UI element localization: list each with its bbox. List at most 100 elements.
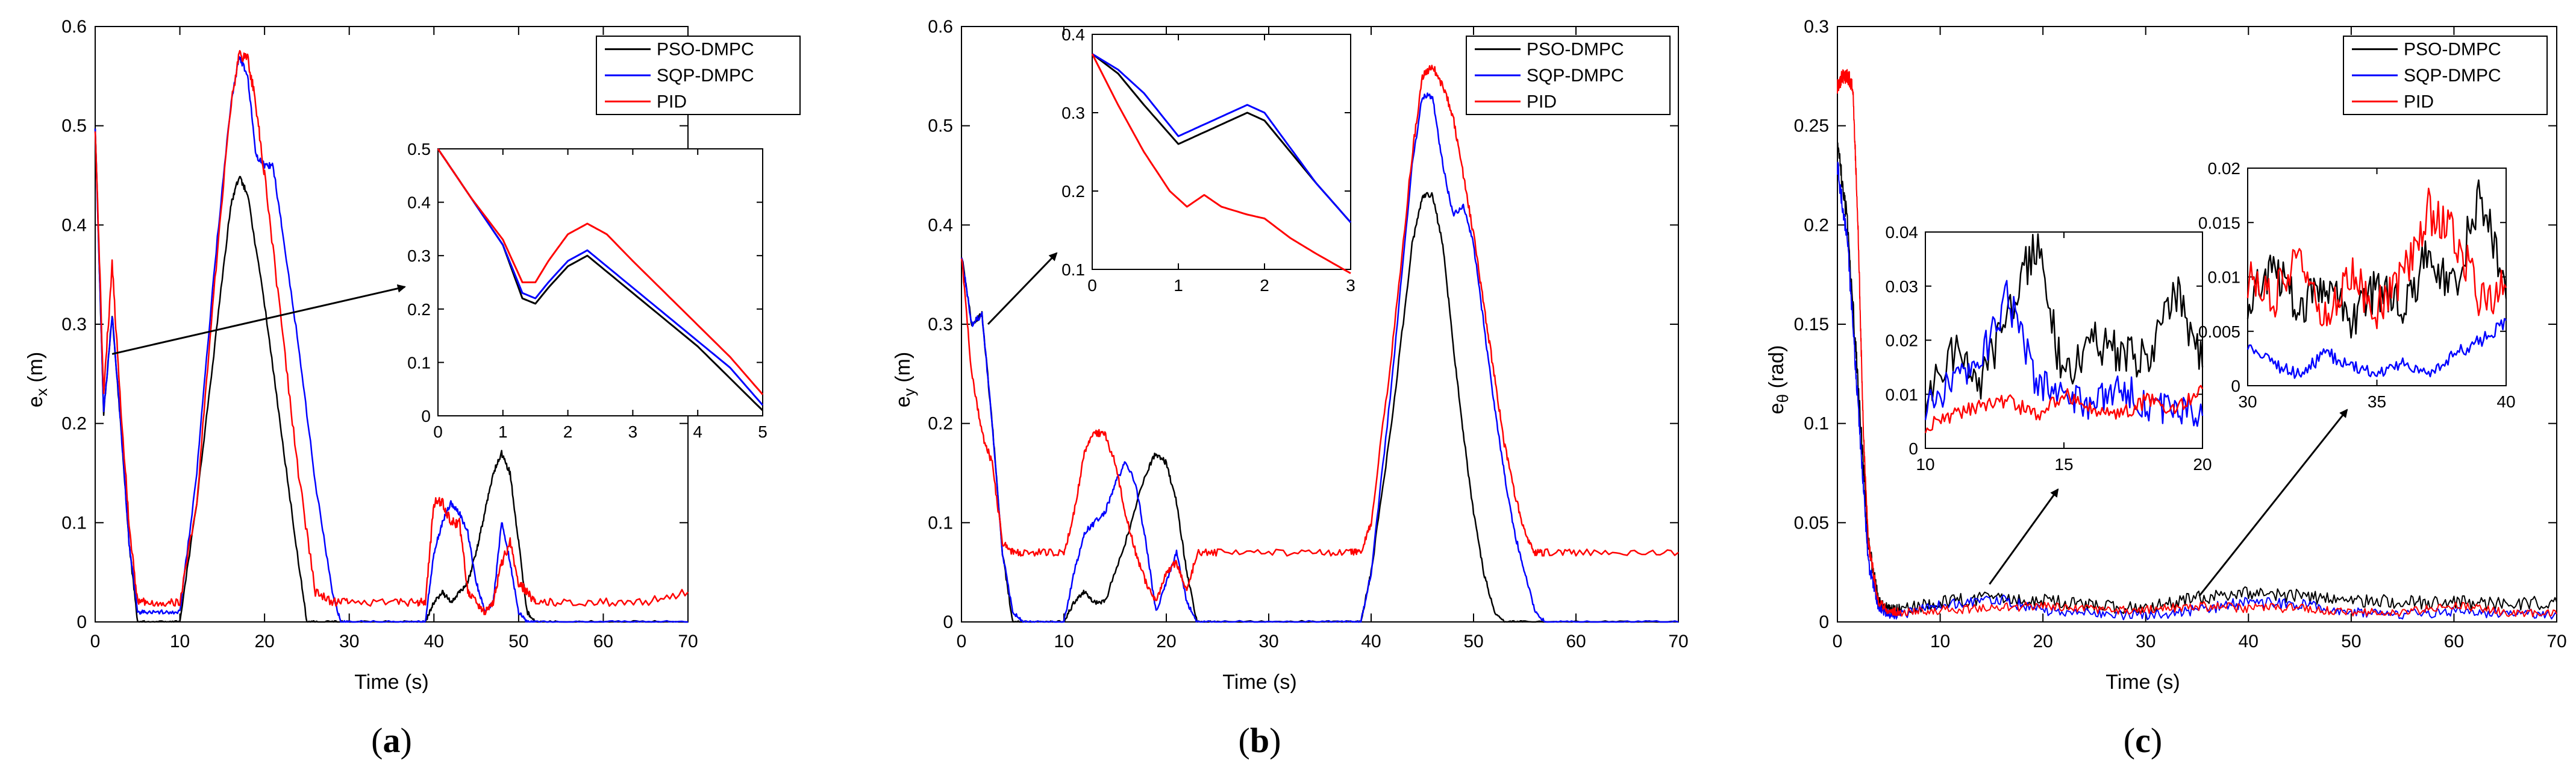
y-tick-label-a-inset-3: 0.3 [407, 246, 431, 265]
x-tick-label-a-6: 60 [593, 632, 613, 651]
ylabel-c-base: e [1765, 403, 1788, 414]
x-tick-label-b-3: 30 [1258, 632, 1278, 651]
ylabel-b: ey (m) [892, 352, 918, 407]
y-tick-label-c-6: 0.3 [1804, 17, 1829, 37]
x-tick-label-c-5: 50 [2341, 632, 2361, 651]
y-tick-label-b-inset-3: 0.4 [1061, 25, 1085, 44]
panel-a: 0 10 20 30 40 50 60 7000.10.20.30.40.50.6PSO-DM… [24, 17, 801, 760]
x-tick-label-c-0: 0 [1833, 632, 1843, 651]
y-tick-label-c-inset1-4: 0.04 [1886, 223, 1919, 242]
x-tick-label-a-inset-4: 4 [693, 422, 702, 441]
x-tick-label-c-inset2-1: 35 [2368, 392, 2386, 411]
ylabel-a: ex (m) [24, 352, 51, 407]
y-tick-label-b-inset-2: 0.3 [1061, 104, 1085, 122]
x-tick-label-c-1: 10 [1930, 632, 1950, 651]
y-tick-label-a-inset-4: 0.4 [407, 193, 431, 212]
y-tick-label-a-2: 0.2 [61, 414, 87, 434]
ylabel-b-sub: y [900, 388, 918, 396]
series-line-c-pid [1837, 69, 2557, 618]
x-tick-label-a-0: 0 [90, 632, 101, 651]
x-tick-label-a-inset-2: 2 [563, 422, 573, 441]
xlabel-c: Time (s) [2106, 671, 2180, 694]
ylabel-a-base: e [24, 396, 47, 407]
legend-label-c-0: PSO-DMPC [2404, 40, 2501, 60]
y-tick-label-c-5: 0.25 [1794, 116, 1829, 136]
y-tick-label-b-4: 0.4 [928, 215, 953, 235]
x-tick-label-c-inset2-0: 30 [2238, 392, 2257, 411]
x-tick-label-b-4: 40 [1361, 632, 1381, 651]
panel-label-a: (a) [371, 721, 412, 760]
ylabel-a-sub: x [33, 388, 51, 396]
y-tick-label-a-4: 0.4 [61, 215, 87, 235]
x-tick-label-b-inset-2: 2 [1260, 276, 1269, 295]
y-tick-label-a-inset-5: 0.5 [407, 140, 431, 158]
x-tick-label-a-inset-1: 1 [498, 422, 508, 441]
panel-letter-a: a [383, 721, 401, 760]
y-tick-label-a-0: 0 [77, 612, 87, 632]
y-tick-label-a-inset-1: 0.1 [407, 353, 431, 372]
y-tick-label-b-3: 0.3 [928, 315, 953, 334]
ylabel-c: eθ (rad) [1765, 345, 1792, 415]
annotation-arrow-a [111, 284, 406, 355]
x-tick-label-c-7: 70 [2546, 632, 2566, 651]
x-tick-label-c-4: 40 [2239, 632, 2259, 651]
panel-b: 0 10 20 30 40 50 60 7000.10.20.30.40.50.6PSO-DM… [892, 17, 1689, 760]
x-tick-label-c-inset1-1: 15 [2054, 455, 2073, 474]
y-tick-label-a-inset-2: 0.2 [407, 300, 431, 319]
series-line-b-inset-pso-dmpc [1092, 53, 1352, 223]
x-tick-label-c-inset1-2: 20 [2193, 455, 2212, 474]
y-tick-label-a-1: 0.1 [61, 513, 87, 533]
x-tick-label-b-inset-0: 0 [1087, 276, 1097, 295]
series-line-c-sqp-dmpc [1837, 162, 2557, 621]
series-line-b-pid [960, 64, 1679, 601]
x-tick-label-b-5: 50 [1463, 632, 1483, 651]
panel-letter-b: b [1250, 721, 1269, 760]
ylabel-c-sub: θ [1774, 394, 1792, 403]
y-tick-label-a-inset-0: 0 [421, 407, 431, 425]
series-line-c-inset2-pid [2246, 187, 2507, 330]
series-line-a-inset-pid [437, 148, 764, 395]
x-tick-label-a-inset-0: 0 [433, 422, 443, 441]
legend-label-a-2: PID [657, 92, 687, 111]
series-line-a-pid [94, 49, 689, 615]
x-tick-label-b-inset-3: 3 [1346, 276, 1355, 295]
annotation-arrow-c2 [2198, 409, 2348, 597]
x-tick-label-c-2: 20 [2033, 632, 2052, 651]
axes-box-c-inset1 [1925, 231, 2203, 449]
y-tick-label-c-inset2-3: 0.015 [2198, 213, 2240, 232]
x-tick-label-c-6: 60 [2444, 632, 2464, 651]
x-tick-label-b-inset-1: 1 [1174, 276, 1183, 295]
legend-label-b-2: PID [1527, 92, 1557, 111]
y-tick-label-b-5: 0.5 [928, 116, 953, 136]
axes-box-a-inset [437, 148, 763, 416]
plot-area-a: 0 10 20 30 40 50 60 7000.10.20.30.40.50.6PSO-DM… [61, 17, 801, 651]
series-line-b-sqp-dmpc [960, 92, 1679, 623]
annotation-arrow-c1 [1989, 488, 2059, 585]
x-tick-label-c-inset1-0: 10 [1916, 455, 1934, 474]
y-tick-label-c-inset2-1: 0.005 [2198, 322, 2240, 341]
y-tick-label-b-inset-0: 0.1 [1061, 260, 1085, 279]
xlabel-a: Time (s) [354, 671, 428, 694]
ylabel-c-unit: (rad) [1765, 345, 1788, 394]
legend-label-c-2: PID [2404, 92, 2434, 111]
y-tick-label-b-0: 0 [943, 612, 953, 632]
x-tick-label-a-2: 20 [254, 632, 274, 651]
series-line-c-inset1-pso-dmpc [1924, 233, 2204, 413]
y-tick-label-b-2: 0.2 [928, 414, 953, 434]
ylabel-b-unit: (m) [892, 352, 914, 388]
y-tick-label-c-inset2-0: 0 [2231, 377, 2240, 395]
x-tick-label-a-3: 30 [339, 632, 359, 651]
legend-label-b-1: SQP-DMPC [1527, 66, 1624, 86]
panel-letter-c: c [2135, 721, 2151, 760]
y-tick-label-b-1: 0.1 [928, 513, 953, 533]
y-tick-label-c-2: 0.1 [1804, 414, 1829, 434]
y-tick-label-c-inset1-0: 0 [1909, 439, 1918, 458]
plot-area-b: 0 10 20 30 40 50 60 7000.10.20.30.40.50.6PSO-DM… [928, 17, 1688, 651]
y-tick-label-a-3: 0.3 [61, 315, 87, 334]
legend-label-a-0: PSO-DMPC [657, 40, 754, 60]
y-tick-label-c-inset1-1: 0.01 [1886, 385, 1919, 404]
axes-box-b-inset [1092, 34, 1351, 270]
xlabel-b: Time (s) [1222, 671, 1296, 694]
y-tick-label-c-inset2-4: 0.02 [2208, 159, 2241, 178]
